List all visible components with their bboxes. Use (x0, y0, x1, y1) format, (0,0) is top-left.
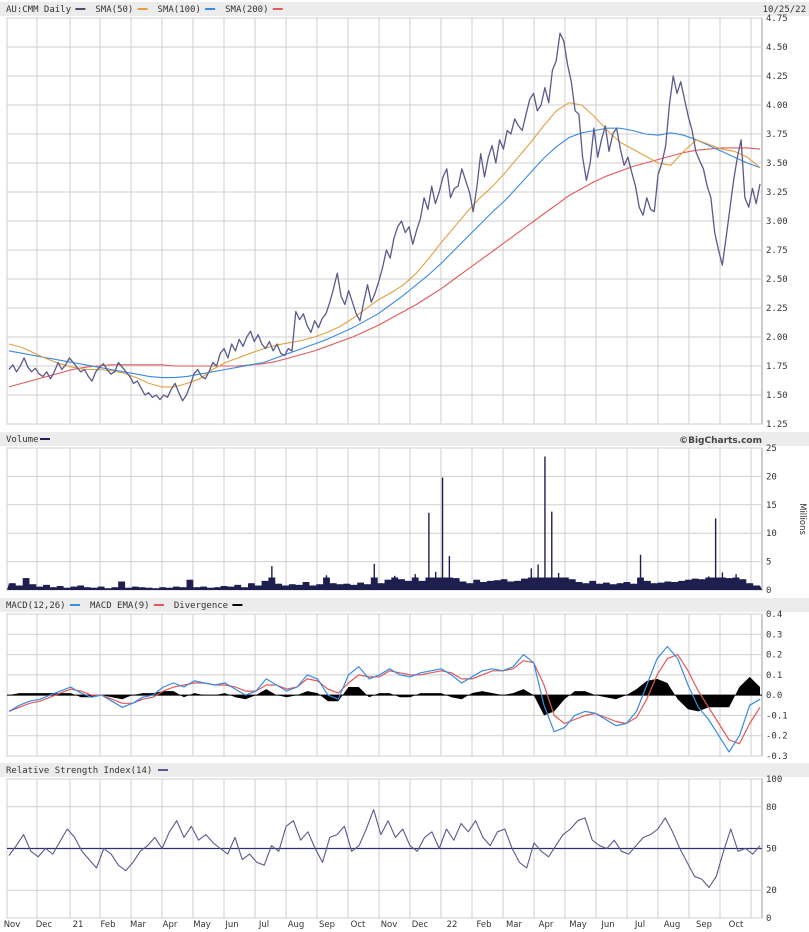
macd-ytick-label: 0.4 (766, 610, 782, 620)
volume-ytick-label: 25 (766, 444, 777, 454)
macd-ytick-label: -0.3 (766, 752, 788, 762)
price-ytick-label: 2.50 (766, 275, 788, 285)
price-legend-label-3: SMA(200) (225, 5, 268, 15)
x-axis-label: Sep (319, 920, 335, 930)
volume-plot-area (6, 447, 763, 591)
x-axis-label: Apr (539, 920, 554, 930)
price-ytick-label: 1.50 (766, 391, 788, 401)
x-axis-label: Nov (381, 920, 398, 930)
macd-legend-label-0: MACD(12,26) (6, 601, 66, 611)
price-ytick-label: 3.50 (766, 159, 788, 169)
rsi-ytick-label: 100 (766, 775, 782, 785)
sma-line-sma200 (8, 147, 761, 388)
volume-ytick-label: 15 (766, 501, 777, 511)
rsi-line (8, 809, 761, 888)
price-line (8, 32, 761, 402)
price-ytick-label: 4.25 (766, 72, 788, 82)
price-ytick-label: 2.00 (766, 333, 788, 343)
volume-area (7, 577, 762, 590)
bigcharts-watermark: ©BigCharts.com (679, 436, 762, 446)
macd-line (8, 645, 761, 753)
x-axis-label: Aug (288, 920, 305, 930)
x-axis-label: Mar (130, 920, 147, 930)
price-ytick-label: 4.75 (766, 14, 788, 24)
date-label: 10/25/22 (763, 5, 806, 15)
sma-line-sma50 (8, 102, 761, 388)
x-axis-label: Sep (696, 920, 712, 930)
macd-ytick-label: -0.2 (766, 732, 788, 742)
volume-ylabel: Millions (797, 503, 807, 535)
x-axis-label: Dec (412, 920, 429, 930)
volume-ytick-label: 10 (766, 529, 777, 539)
price-header-bar (0, 2, 809, 16)
macd-ytick-label: -0.1 (766, 711, 788, 721)
macd-header-bar (0, 598, 809, 612)
price-ytick-label: 3.00 (766, 217, 788, 227)
x-axis-label: Jun (600, 920, 614, 930)
x-axis-label: Mar (506, 920, 523, 930)
volume-ytick-label: 20 (766, 472, 777, 482)
macd-legend-label-1: MACD EMA(9) (90, 601, 150, 611)
volume-header-bar (0, 432, 809, 446)
x-axis-label: May (569, 920, 587, 930)
volume-title: Volume (6, 435, 39, 445)
rsi-ytick-label: 20 (766, 886, 777, 896)
x-axis-label: Oct (351, 920, 366, 930)
price-ytick-label: 2.25 (766, 304, 788, 314)
macd-ytick-label: 0.1 (766, 671, 782, 681)
macd-ytick-label: 0.3 (766, 630, 782, 640)
price-legend-label-2: SMA(100) (158, 5, 201, 15)
x-axis-label: Jul (634, 920, 645, 930)
x-axis-label: Jun (224, 920, 238, 930)
rsi-header-bar (0, 763, 809, 777)
macd-legend-label-2: Divergence (174, 601, 228, 611)
price-ytick-label: 3.75 (766, 130, 788, 140)
x-axis-label: Feb (100, 920, 115, 930)
x-axis-label: 21 (73, 920, 84, 930)
price-ytick-label: 2.75 (766, 246, 788, 256)
macd-ytick-label: 0.2 (766, 651, 782, 661)
macd-plot-area (6, 613, 763, 757)
macd-divergence-area (9, 676, 760, 716)
price-ytick-label: 1.75 (766, 362, 788, 372)
x-axis-label: 22 (447, 920, 458, 930)
sma-line-sma100 (8, 127, 761, 379)
price-ytick-label: 4.00 (766, 101, 788, 111)
price-ytick-label: 3.25 (766, 188, 788, 198)
x-axis-label: May (193, 920, 211, 930)
price-ytick-label: 4.50 (766, 43, 788, 53)
x-axis-label: Aug (664, 920, 681, 930)
price-ytick-label: 1.25 (766, 420, 788, 430)
x-axis-label: Apr (163, 920, 178, 930)
rsi-ytick-label: 0 (766, 914, 771, 924)
x-axis-label: Nov (4, 920, 21, 930)
x-axis-label: Feb (476, 920, 491, 930)
x-axis-label: Dec (36, 920, 53, 930)
x-axis-label: Oct (729, 920, 744, 930)
price-legend-label-0: AU:CMM Daily (6, 5, 72, 15)
rsi-ytick-label: 80 (766, 803, 777, 813)
x-axis-label: Jul (258, 920, 269, 930)
rsi-title: Relative Strength Index(14) (6, 766, 152, 776)
volume-ytick-label: 5 (766, 558, 771, 568)
macd-ytick-label: 0.0 (766, 691, 782, 701)
price-legend-label-1: SMA(50) (95, 5, 133, 15)
volume-ytick-label: 0 (766, 586, 771, 596)
rsi-ytick-label: 50 (766, 845, 777, 855)
